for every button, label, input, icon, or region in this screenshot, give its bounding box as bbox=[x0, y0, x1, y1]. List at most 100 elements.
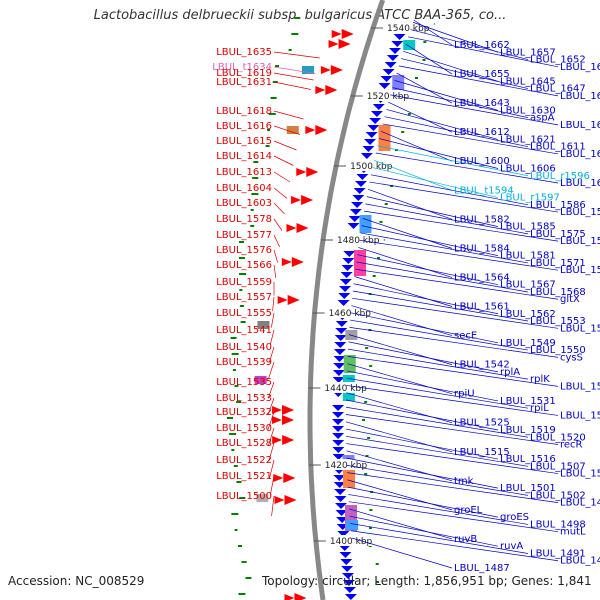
right-connector bbox=[356, 261, 529, 293]
right-connector bbox=[380, 130, 453, 162]
right-connector bbox=[375, 152, 559, 184]
forward-cds bbox=[284, 495, 297, 505]
reverse-cds bbox=[355, 181, 368, 187]
tick-label: 1540 kbp bbox=[387, 24, 430, 34]
forward-cds bbox=[301, 195, 314, 205]
right-gene-label: LBUL_1623 bbox=[560, 120, 600, 131]
right-gene-label: LBUL_1491 bbox=[530, 548, 586, 559]
left-gene-label: LBUL_1557 bbox=[216, 292, 272, 303]
right-gene-label: LBUL_1585 bbox=[500, 222, 556, 233]
right-connector bbox=[346, 399, 499, 431]
left-gene-label: LBUL_1614 bbox=[216, 151, 272, 162]
reverse-cds bbox=[335, 328, 348, 334]
right-gene-label: LBUL_1645 bbox=[500, 76, 556, 87]
right-gene-label: LBUL_1556 bbox=[560, 323, 600, 334]
tick-label: 1520 kbp bbox=[367, 92, 410, 102]
right-connector bbox=[359, 239, 559, 271]
right-gene-label: mutL bbox=[560, 527, 586, 538]
reverse-cds bbox=[338, 293, 351, 299]
reverse-cds bbox=[333, 482, 346, 488]
left-gene-label: LBUL_1522 bbox=[216, 455, 272, 466]
right-gene-label: groEL bbox=[454, 505, 483, 516]
forward-cds bbox=[291, 257, 304, 267]
right-gene-label: LBUL_1582 bbox=[454, 214, 510, 225]
reverse-cds bbox=[334, 335, 347, 341]
right-gene-label: LBUL_1601 bbox=[560, 178, 600, 189]
right-gene-label: LBUL_1655 bbox=[454, 69, 510, 80]
right-gene-label: LBUL_1515 bbox=[454, 447, 510, 458]
right-connector bbox=[366, 196, 499, 227]
tick-label-bg bbox=[322, 459, 372, 470]
forward-cds bbox=[305, 126, 316, 134]
forward-cds bbox=[282, 405, 295, 415]
left-gene-label: LBUL_1619 bbox=[216, 68, 272, 79]
reverse-cds bbox=[343, 587, 356, 593]
reverse-cds bbox=[332, 419, 345, 425]
reverse-cds bbox=[389, 48, 402, 54]
forward-cds bbox=[294, 593, 307, 600]
right-connector bbox=[347, 472, 559, 503]
right-gene-label: LBUL_1580 bbox=[560, 236, 600, 247]
right-gene-label: LBUL_1549 bbox=[500, 338, 556, 349]
left-gene-label: LBUL_1540 bbox=[216, 342, 272, 353]
right-gene-label: rpiL bbox=[530, 403, 549, 414]
reverse-cds bbox=[335, 503, 348, 509]
right-gene-label: LBUL_1531 bbox=[500, 396, 556, 407]
forward-cds bbox=[306, 167, 319, 177]
reverse-cds bbox=[334, 342, 347, 348]
right-connector bbox=[348, 494, 529, 525]
right-gene-label: LBUL_1502 bbox=[530, 490, 586, 501]
reverse-cds bbox=[333, 356, 346, 362]
left-gene-label: LBUL_1500 bbox=[216, 491, 272, 502]
reverse-cds bbox=[344, 594, 357, 600]
reverse-cds bbox=[339, 552, 352, 558]
right-connector bbox=[403, 50, 499, 82]
forward-cds bbox=[338, 39, 351, 49]
right-gene-label: LBUL_1568 bbox=[530, 287, 586, 298]
right-connector bbox=[352, 290, 529, 322]
tick-label: 1400 kbp bbox=[330, 537, 373, 547]
right-gene-label: LBUL_1657 bbox=[500, 47, 556, 58]
right-gene-label: recR bbox=[560, 440, 583, 451]
tick-label-bg bbox=[326, 307, 376, 318]
reverse-cds bbox=[332, 447, 345, 453]
right-connector bbox=[357, 254, 499, 286]
left-gene-label: LBUL_1578 bbox=[216, 214, 272, 225]
right-connector bbox=[364, 210, 559, 242]
right-connector bbox=[346, 392, 453, 424]
reverse-cds bbox=[352, 195, 365, 201]
right-gene-label: LBUL_1487 bbox=[454, 563, 510, 574]
forward-cds bbox=[291, 196, 302, 204]
right-connector bbox=[352, 297, 559, 329]
right-connector bbox=[345, 414, 559, 445]
forward-cds bbox=[315, 125, 328, 135]
reverse-cds bbox=[337, 300, 350, 306]
right-gene-label: LBUL_1639 bbox=[560, 91, 600, 102]
right-connector bbox=[347, 356, 559, 387]
left-connector bbox=[269, 459, 275, 480]
right-gene-label: LBUL_1507 bbox=[530, 461, 586, 472]
right-gene-label: ruvB bbox=[454, 534, 477, 545]
tick-label: 1500 kbp bbox=[350, 162, 393, 172]
forward-cds bbox=[274, 496, 285, 504]
right-connector bbox=[351, 537, 453, 569]
left-connector bbox=[273, 155, 294, 166]
reverse-cds bbox=[333, 349, 346, 355]
feature-block bbox=[254, 376, 267, 384]
right-connector bbox=[346, 457, 499, 489]
reverse-cds bbox=[335, 510, 348, 516]
accession-text: Accession: NC_008529 bbox=[8, 574, 145, 588]
right-gene-label: LBUL_1600 bbox=[454, 156, 510, 167]
forward-cds bbox=[282, 435, 295, 445]
right-connector bbox=[346, 370, 499, 402]
forward-cds bbox=[341, 29, 354, 39]
reverse-cds bbox=[378, 83, 391, 89]
left-connector bbox=[269, 329, 275, 346]
tick-label: 1420 kbp bbox=[325, 461, 368, 471]
right-gene-label: LBUL_1550 bbox=[530, 345, 586, 356]
right-connector bbox=[355, 268, 559, 300]
label-connectors bbox=[267, 19, 559, 569]
right-gene-label: LBUL_1630 bbox=[500, 105, 556, 116]
